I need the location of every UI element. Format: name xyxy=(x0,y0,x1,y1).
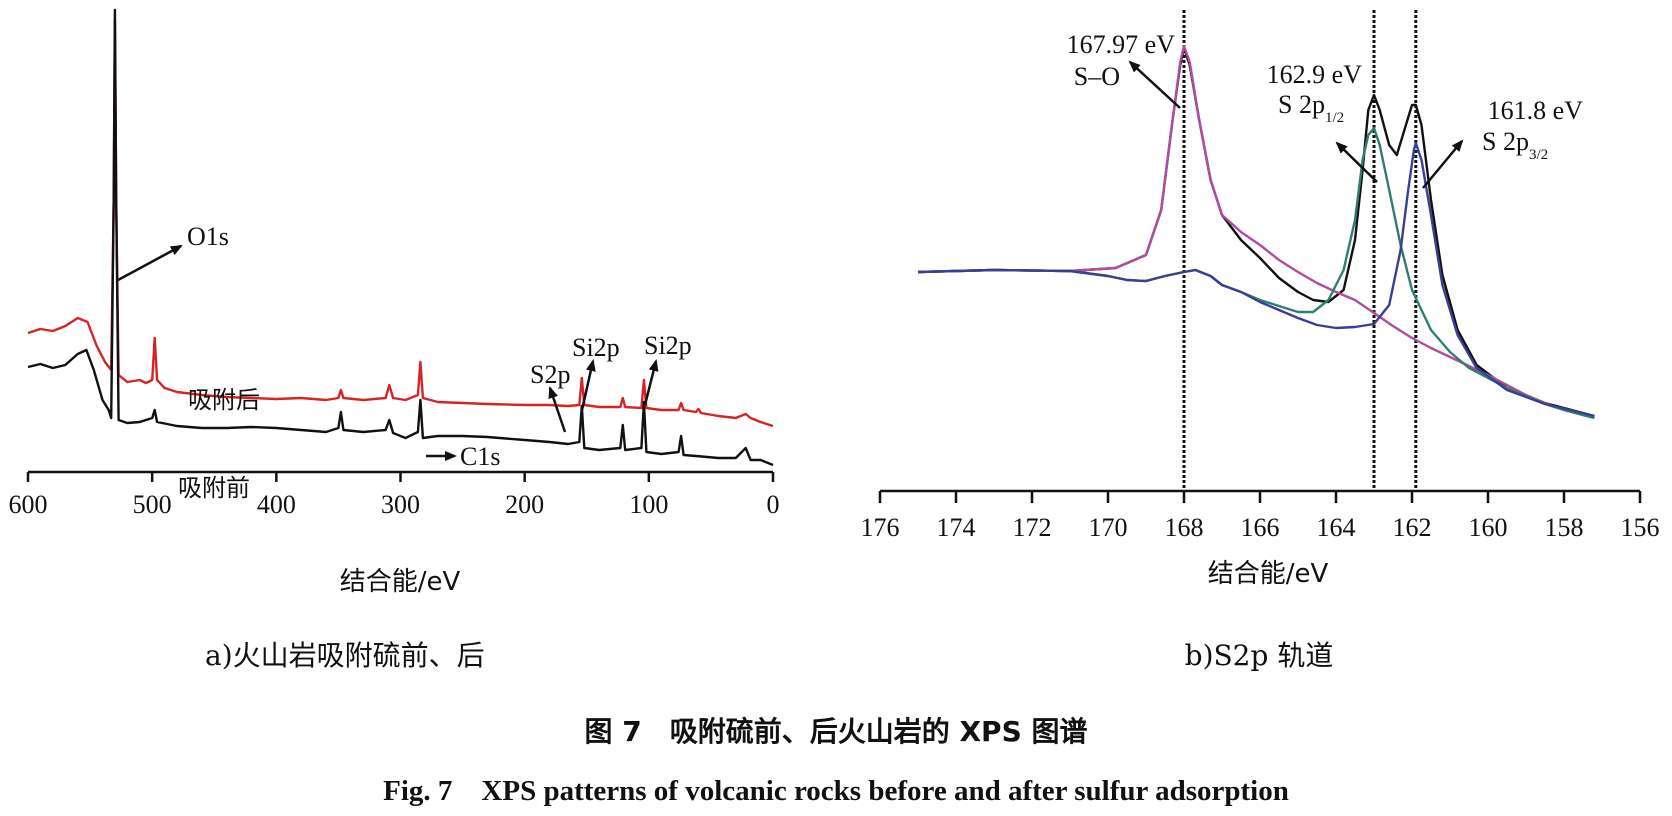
c1s-label: C1s xyxy=(460,442,500,471)
peak-label-s2p32-main: S 2p xyxy=(1482,127,1529,156)
chart-a-series-line-0 xyxy=(27,18,774,428)
so-arrow xyxy=(1128,60,1181,109)
s2p32-arrow xyxy=(1422,139,1464,189)
chart-a: 600 500 400 300 200 100 0 结合能/eV O1s C1s S2p S… xyxy=(9,8,780,672)
chart-a-x-tick-label: 500 xyxy=(133,490,172,519)
chart-a-x-ticks: 600 500 400 300 200 100 0 xyxy=(9,472,780,519)
figure-caption-en: Fig. 7 XPS patterns of volcanic rocks be… xyxy=(383,775,1289,807)
figure-caption-cn: 图 7 吸附硫前、后火山岩的 XPS 图谱 xyxy=(584,715,1087,748)
chart-b-x-tick-label: 176 xyxy=(861,513,900,542)
chart-b: 176 174 172 170 168 166 164 162 160 158 156 结合能/eV… xyxy=(861,10,1660,672)
chart-a-series-group xyxy=(27,8,774,467)
chart-a-x-tick-label: 400 xyxy=(257,490,296,519)
o1s-arrow xyxy=(117,244,183,282)
peak-label-s2p12: S 2p1/2 xyxy=(1278,90,1344,126)
chart-b-x-tick-label: 164 xyxy=(1317,513,1356,542)
chart-b-x-tick-label: 160 xyxy=(1469,513,1508,542)
si2p-arrow-2 xyxy=(643,359,659,406)
chart-b-x-tick-label: 174 xyxy=(937,513,976,542)
chart-b-reference-lines xyxy=(1182,10,1418,491)
peak-label-s2p32-energy: 161.8 eV xyxy=(1488,96,1584,125)
s2p-label: S2p xyxy=(530,360,570,389)
si2p-arrow-1 xyxy=(580,359,596,411)
si2p-label-2: Si2p xyxy=(644,331,692,360)
chart-a-x-axis-title: 结合能/eV xyxy=(340,567,461,597)
chart-b-x-axis-title: 结合能/eV xyxy=(1208,559,1329,589)
peak-label-s2p32-sub: 3/2 xyxy=(1529,147,1548,163)
chart-b-subcaption: b)S2p 轨道 xyxy=(1185,639,1334,672)
chart-b-x-tick-label: 168 xyxy=(1165,513,1204,542)
series-label-after: 吸附后 xyxy=(188,386,260,414)
peak-label-s2p12-sub: 1/2 xyxy=(1325,110,1344,126)
peak-label-s2p12-main: S 2p xyxy=(1278,90,1325,119)
chart-a-x-tick-label: 0 xyxy=(767,490,780,519)
chart-b-x-tick-label: 158 xyxy=(1545,513,1584,542)
chart-b-x-tick-label: 162 xyxy=(1393,513,1432,542)
peak-label-s2p32: S 2p3/2 xyxy=(1482,127,1548,163)
chart-b-series-line-2 xyxy=(917,126,1595,420)
chart-b-x-ticks: 176 174 172 170 168 166 164 162 160 158 156 xyxy=(861,491,1660,542)
chart-a-x-tick-label: 300 xyxy=(381,490,420,519)
peak-label-s2p12-energy: 162.9 eV xyxy=(1267,60,1363,89)
chart-a-subcaption: a)火山岩吸附硫前、后 xyxy=(205,639,485,672)
chart-b-x-tick-label: 166 xyxy=(1241,513,1280,542)
chart-a-series-line-1 xyxy=(27,8,774,467)
s2p12-arrow xyxy=(1335,141,1378,183)
si2p-label-1: Si2p xyxy=(572,333,620,362)
chart-a-x-tick-label: 600 xyxy=(9,490,48,519)
chart-a-x-tick-label: 100 xyxy=(629,490,668,519)
chart-b-x-tick-label: 156 xyxy=(1621,513,1660,542)
chart-b-x-tick-label: 170 xyxy=(1089,513,1128,542)
o1s-label: O1s xyxy=(187,222,229,251)
chart-b-series-line-3 xyxy=(917,141,1595,418)
chart-a-x-tick-label: 200 xyxy=(505,490,544,519)
peak-label-so-energy: 167.97 eV xyxy=(1067,30,1176,59)
chart-b-series-group xyxy=(917,44,1595,420)
series-label-before: 吸附前 xyxy=(178,474,250,502)
s2p-arrow xyxy=(548,386,567,433)
peak-label-so: S–O xyxy=(1074,62,1120,91)
chart-b-x-tick-label: 172 xyxy=(1013,513,1052,542)
